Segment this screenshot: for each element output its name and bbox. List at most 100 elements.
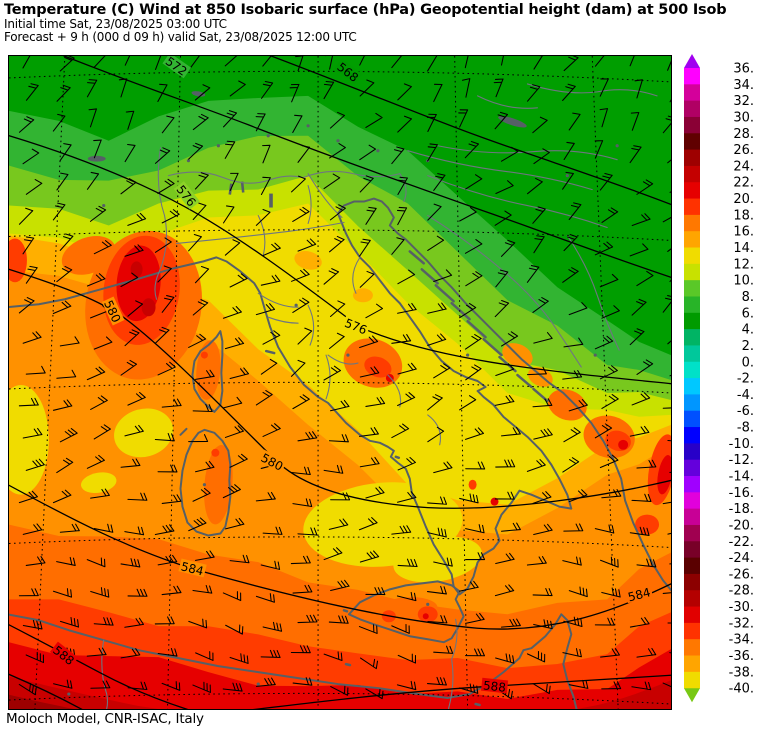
sicily-coastline xyxy=(347,580,465,644)
contour-label: 584 xyxy=(180,559,206,578)
colorbar-segment xyxy=(684,247,700,265)
temp-anomaly-blob xyxy=(352,288,373,303)
temperature-colorbar: 36.34.32.30. 28.26.24. 22.20.18. 16.14.12. 1… xyxy=(684,54,754,703)
height-contour-588 xyxy=(9,624,189,709)
colorbar-tick-label: -28. xyxy=(729,584,754,599)
colorbar-segment xyxy=(684,394,700,412)
colorbar-tick-label: -6. xyxy=(737,404,754,419)
temp-anomaly-blob xyxy=(61,236,116,275)
colorbar-tick-label: -36. xyxy=(729,649,754,664)
forecast-line: Forecast + 9 h (000 d 09 h) valid Sat, 2… xyxy=(4,30,357,44)
temp-band xyxy=(9,694,74,709)
height-contour-572 xyxy=(62,56,671,278)
colorbar-tick-label: 24. xyxy=(733,159,754,174)
colorbar-tick-label: 26. xyxy=(733,143,754,158)
colorbar-tick-label: 12. xyxy=(733,257,754,272)
colorbar-tick-label: -14. xyxy=(729,470,754,485)
colorbar-segment xyxy=(684,263,700,281)
colorbar-tick-label: 18. xyxy=(733,208,754,223)
contour-label-bg xyxy=(624,584,654,604)
contour-label-bg xyxy=(178,558,207,578)
colorbar-segment xyxy=(684,378,700,395)
temp-anomaly-blob xyxy=(657,455,671,495)
colorbar-tick-label: -26. xyxy=(729,567,754,582)
wind-barbs xyxy=(18,56,671,700)
colorbar-tick-label: -8. xyxy=(737,421,754,436)
temp-anomaly-blob xyxy=(393,536,483,583)
contour-label-bg xyxy=(341,314,371,337)
temperature-fill-layer xyxy=(9,56,671,709)
colorbar-segment xyxy=(684,361,700,379)
colorbar-tick-label: 16. xyxy=(733,225,754,240)
colorbar-segment xyxy=(684,655,700,673)
map-frame: 568 572 576 576 580 580 584 584 588 588 xyxy=(8,55,672,710)
temp-anomaly-blob xyxy=(80,472,117,493)
temp-anomaly-blob xyxy=(635,514,660,535)
colorbar-segment xyxy=(684,541,700,559)
model-credit: Moloch Model, CNR-ISAC, Italy xyxy=(6,711,204,727)
contour-label: 588 xyxy=(482,678,506,694)
temp-anomaly-blob xyxy=(130,261,143,278)
height-contour-584 xyxy=(9,484,671,630)
temp-anomaly-blob xyxy=(364,356,392,378)
colorbar-tick-label: -38. xyxy=(729,665,754,680)
colorbar-tick-label: 20. xyxy=(733,192,754,207)
colorbar-segment xyxy=(684,198,700,216)
colorbar-segment xyxy=(684,182,700,200)
colorbar-segment xyxy=(684,590,700,608)
temp-anomaly-blob xyxy=(200,351,208,359)
colorbar-tick-label: -34. xyxy=(729,633,754,648)
small-islands xyxy=(264,349,481,707)
temp-band xyxy=(9,676,159,709)
init-time-line: Initial time Sat, 23/08/2025 03:00 UTC xyxy=(4,17,227,31)
temp-anomaly-blob xyxy=(204,444,233,525)
colorbar-tick-label: 4. xyxy=(742,323,754,338)
contour-label-group: 588 xyxy=(481,677,509,695)
temp-anomaly-blob xyxy=(294,250,322,270)
colorbar-segment xyxy=(684,492,700,510)
colorbar-segment xyxy=(684,508,700,526)
colorbar-tick-label: -40. xyxy=(729,682,754,697)
colorbar-segment xyxy=(684,312,700,330)
sardinia-coastline xyxy=(179,427,232,537)
temperature-blob-layer xyxy=(9,230,671,624)
colorbar-segment xyxy=(684,165,700,183)
colorbar-segment xyxy=(684,671,700,689)
temp-anomaly-blob xyxy=(547,389,587,421)
colorbar-segment xyxy=(684,231,700,249)
height-contour-568 xyxy=(269,56,671,206)
colorbar-segment xyxy=(684,116,700,134)
temp-anomaly-blob xyxy=(458,421,567,485)
wind-barbs-layer xyxy=(18,56,671,700)
colorbar-tick-label: -4. xyxy=(737,388,754,403)
colorbar-tick-label: 28. xyxy=(733,127,754,142)
colorbar-tick-label: 36. xyxy=(733,62,754,77)
colorbar-segment xyxy=(684,443,700,461)
temp-anomaly-blob xyxy=(211,448,220,457)
graticule-meridian xyxy=(167,56,181,709)
colorbar-tick-label: -10. xyxy=(729,437,754,452)
colorbar-segment xyxy=(684,476,700,493)
colorbar-segment xyxy=(684,557,700,575)
colorbar-segment xyxy=(684,68,700,85)
graticule-layer xyxy=(9,56,671,709)
balkan-borders xyxy=(427,95,620,368)
colorbar-tick-label: 10. xyxy=(733,274,754,289)
contour-label-bg xyxy=(257,449,287,474)
colorbar-tick-label: -30. xyxy=(729,600,754,615)
colorbar-tick-label: -18. xyxy=(729,502,754,517)
colorbar-segment xyxy=(684,133,700,151)
colorbar-tick-label: 22. xyxy=(733,176,754,191)
colorbar-arrow-top xyxy=(684,54,700,68)
geography-layer xyxy=(9,91,671,709)
colorbar-tick-label: 34. xyxy=(733,78,754,93)
temp-anomaly-blob xyxy=(9,385,49,495)
contour-label-group: 584 xyxy=(624,584,654,604)
colorbar-segment xyxy=(684,296,700,314)
colorbar-arrow-bottom xyxy=(684,688,700,703)
height-contour-592 xyxy=(9,673,83,709)
colorbar-segment xyxy=(684,639,700,657)
temp-anomaly-blob xyxy=(422,613,429,620)
